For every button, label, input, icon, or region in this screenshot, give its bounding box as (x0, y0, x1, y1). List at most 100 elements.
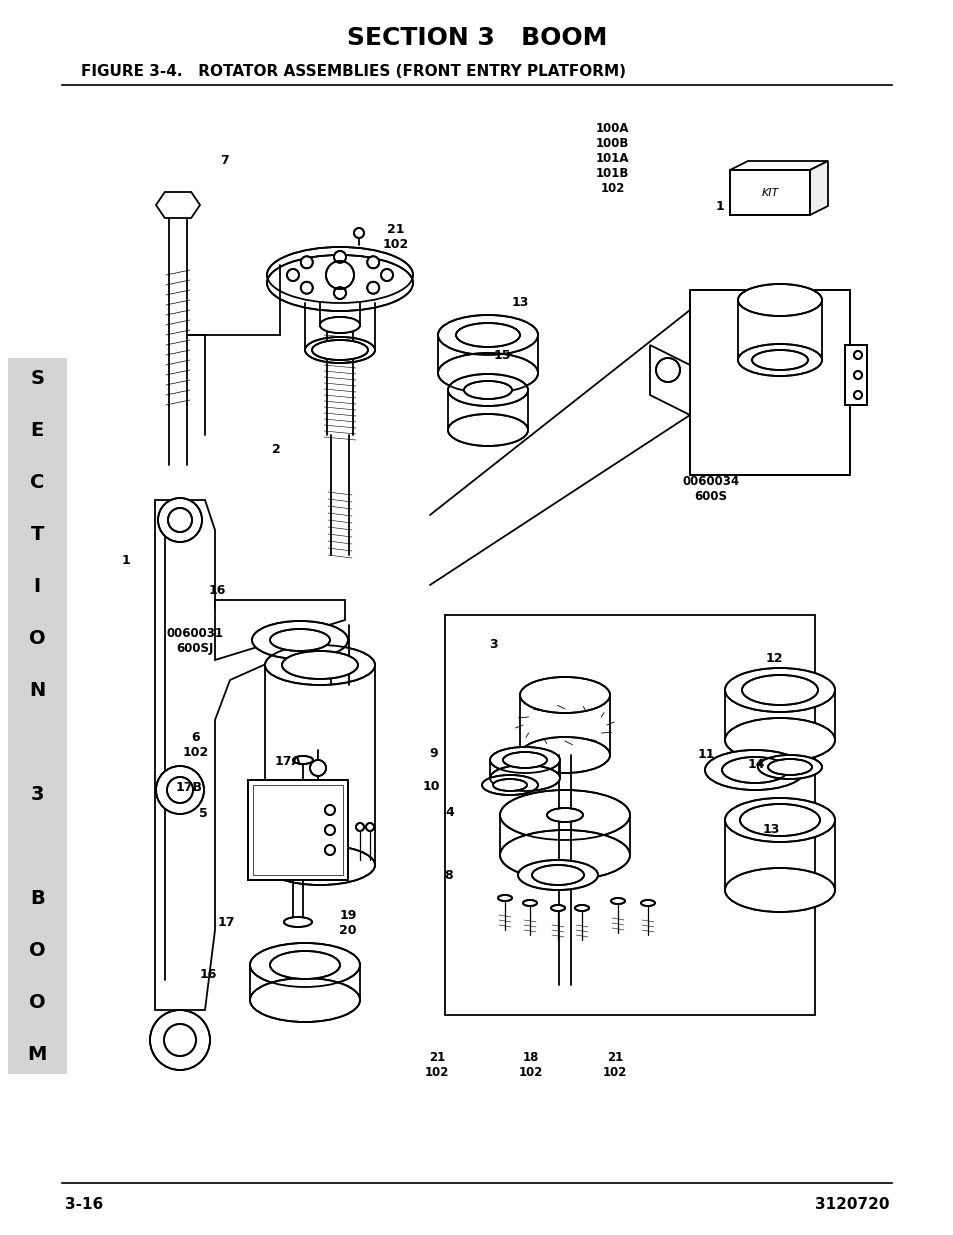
Text: 12: 12 (765, 652, 782, 664)
Text: 2: 2 (272, 443, 281, 456)
Text: 8: 8 (443, 869, 453, 882)
Text: 16: 16 (209, 584, 226, 597)
Text: 21
102: 21 102 (602, 1051, 627, 1078)
Text: 4: 4 (445, 806, 455, 819)
Text: S: S (30, 369, 44, 388)
Circle shape (334, 251, 346, 263)
Ellipse shape (499, 790, 629, 840)
Circle shape (326, 261, 354, 289)
Circle shape (168, 508, 192, 532)
Bar (253, 785, 343, 876)
Text: O: O (29, 993, 46, 1011)
Polygon shape (809, 161, 827, 215)
Text: 10: 10 (422, 781, 439, 793)
Text: 3120720: 3120720 (814, 1197, 888, 1212)
Text: I: I (33, 577, 41, 595)
Ellipse shape (532, 864, 583, 885)
Ellipse shape (490, 747, 559, 773)
Text: T: T (30, 525, 44, 543)
Text: 6
102: 6 102 (182, 731, 209, 758)
Ellipse shape (767, 760, 811, 776)
Ellipse shape (575, 905, 588, 911)
Ellipse shape (751, 350, 807, 370)
Text: 21
102: 21 102 (382, 224, 409, 251)
Text: 17A: 17A (274, 756, 301, 768)
Ellipse shape (267, 247, 413, 303)
Circle shape (853, 351, 862, 359)
Ellipse shape (738, 345, 821, 375)
Text: B: B (30, 889, 45, 908)
Ellipse shape (546, 808, 582, 823)
Ellipse shape (741, 676, 817, 705)
Circle shape (355, 823, 364, 831)
Ellipse shape (724, 868, 834, 911)
Ellipse shape (738, 284, 821, 316)
Circle shape (325, 845, 335, 855)
Bar (8, 358, 67, 1074)
Polygon shape (214, 600, 345, 659)
Text: FIGURE 3-4.   ROTATOR ASSEMBLIES (FRONT ENTRY PLATFORM): FIGURE 3-4. ROTATOR ASSEMBLIES (FRONT EN… (81, 64, 625, 79)
Ellipse shape (519, 677, 609, 713)
Ellipse shape (740, 804, 820, 836)
Ellipse shape (282, 651, 357, 679)
Ellipse shape (448, 414, 527, 446)
Circle shape (366, 823, 374, 831)
Ellipse shape (437, 353, 537, 393)
Text: 11: 11 (697, 748, 714, 761)
Circle shape (380, 269, 393, 282)
Ellipse shape (312, 340, 368, 359)
Ellipse shape (499, 830, 629, 881)
Ellipse shape (250, 944, 359, 987)
Ellipse shape (724, 668, 834, 713)
Text: 16: 16 (199, 968, 216, 981)
Ellipse shape (758, 755, 821, 779)
Circle shape (156, 766, 204, 814)
Ellipse shape (448, 374, 527, 406)
Circle shape (300, 257, 313, 268)
Circle shape (354, 228, 364, 238)
Text: E: E (30, 421, 44, 440)
Bar (844, 345, 866, 405)
Text: N: N (29, 680, 46, 700)
Text: 1: 1 (715, 200, 724, 212)
Ellipse shape (284, 918, 312, 927)
Circle shape (325, 805, 335, 815)
Text: 5: 5 (198, 808, 208, 820)
Text: 13: 13 (511, 296, 528, 309)
Bar (444, 615, 814, 1015)
Text: 17: 17 (217, 916, 234, 929)
Bar (689, 290, 849, 475)
Ellipse shape (497, 895, 512, 902)
Text: 19
20: 19 20 (339, 909, 356, 936)
Ellipse shape (640, 900, 655, 906)
Ellipse shape (724, 718, 834, 762)
Circle shape (853, 391, 862, 399)
Ellipse shape (724, 798, 834, 842)
Ellipse shape (721, 757, 787, 783)
Text: 7: 7 (219, 154, 229, 167)
Bar (248, 781, 348, 881)
Ellipse shape (265, 645, 375, 685)
Text: C: C (30, 473, 45, 492)
Text: 21
102: 21 102 (424, 1051, 449, 1078)
Circle shape (367, 282, 379, 294)
Text: SECTION 3   BOOM: SECTION 3 BOOM (347, 26, 606, 49)
Text: 0060034
600S: 0060034 600S (681, 475, 739, 503)
Text: 1: 1 (121, 555, 131, 567)
Ellipse shape (267, 254, 413, 311)
Ellipse shape (437, 315, 537, 354)
Text: 17B: 17B (175, 782, 202, 794)
Polygon shape (649, 345, 689, 415)
Ellipse shape (305, 337, 375, 363)
Ellipse shape (551, 905, 564, 911)
Bar (248, 781, 348, 881)
Bar (729, 170, 809, 215)
Ellipse shape (522, 900, 537, 906)
Polygon shape (729, 161, 827, 170)
Circle shape (150, 1010, 210, 1070)
Text: 18
102: 18 102 (517, 1051, 542, 1078)
Ellipse shape (319, 317, 359, 333)
Circle shape (300, 282, 313, 294)
Circle shape (310, 760, 326, 776)
Bar (729, 170, 809, 215)
